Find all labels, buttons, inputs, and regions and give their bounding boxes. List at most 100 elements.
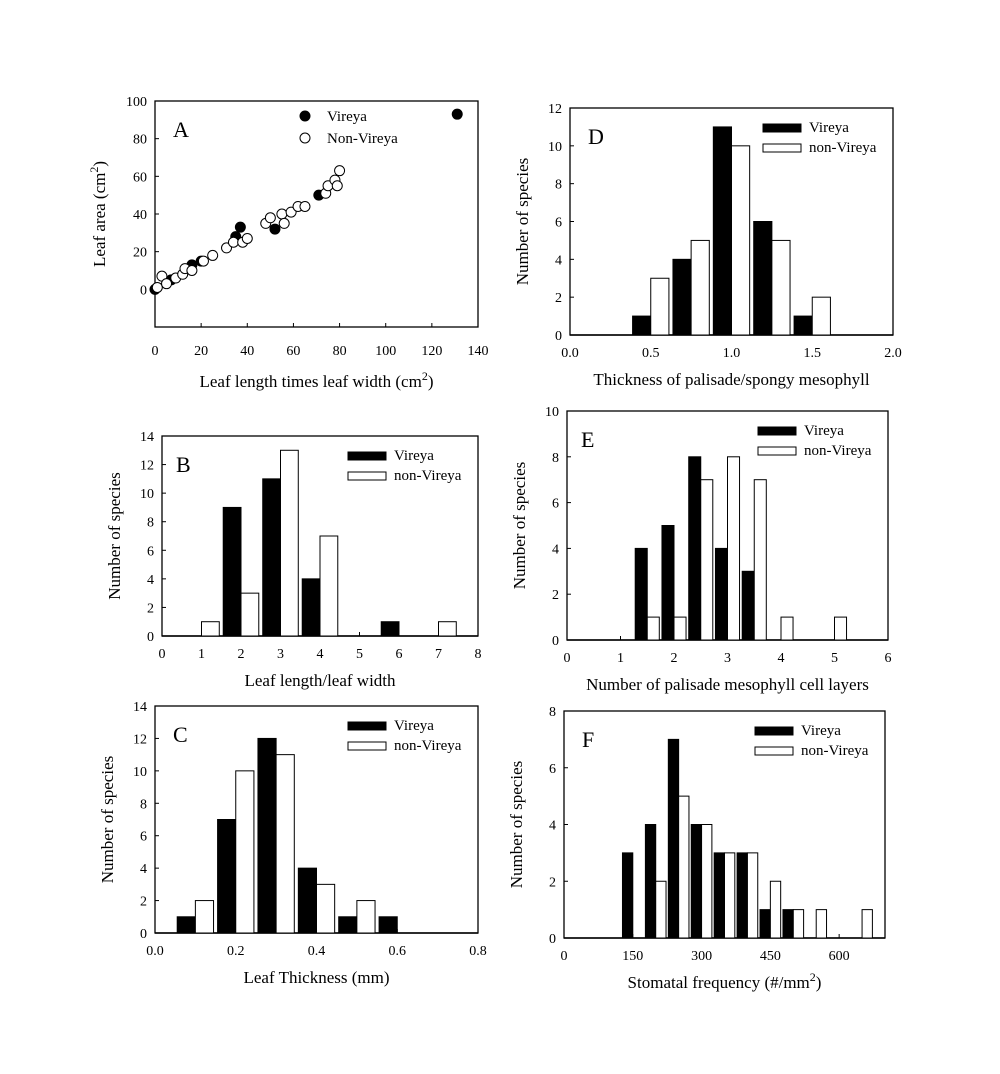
- point-vireya: [451, 108, 463, 120]
- bar-non-vireya: [769, 880, 782, 939]
- bar-non-vireya: [771, 239, 791, 336]
- legend-swatch: [757, 426, 797, 436]
- point-non-vireya: [151, 281, 163, 293]
- legend-marker: [299, 110, 311, 122]
- y-tick-label: 2: [147, 601, 154, 616]
- y-tick-label: 8: [549, 705, 556, 720]
- x-tick-label: 7: [435, 647, 442, 662]
- bar-vireya: [672, 258, 692, 336]
- bar-non-vireya: [316, 883, 336, 934]
- y-tick-label: 10: [548, 140, 562, 155]
- x-tick-label: 0.8: [469, 944, 487, 959]
- point-non-vireya: [227, 236, 239, 248]
- bar-vireya: [688, 456, 702, 641]
- legend-label: Vireya: [801, 723, 841, 739]
- bar-non-vireya: [701, 824, 713, 939]
- y-tick-label: 0: [140, 927, 147, 942]
- legend-swatch: [762, 143, 802, 153]
- x-axis-label: Leaf Thickness (mm): [243, 968, 389, 987]
- y-axis-label: Number of species: [510, 462, 529, 589]
- x-tick-label: 0.0: [146, 944, 164, 959]
- y-axis-label: Number of species: [105, 472, 124, 599]
- legend-swatch: [347, 471, 387, 481]
- y-tick-label: 8: [147, 516, 154, 531]
- panel-letter: C: [173, 722, 188, 747]
- y-tick-label: 6: [555, 216, 562, 231]
- y-axis-label: Number of species: [98, 756, 117, 883]
- plot-frame: [154, 100, 479, 328]
- y-tick-label: 20: [133, 246, 147, 261]
- bar-vireya: [338, 916, 358, 934]
- bar-vireya: [378, 916, 398, 934]
- bar-non-vireya: [319, 535, 339, 637]
- bar-non-vireya: [678, 795, 690, 939]
- bar-non-vireya: [280, 449, 299, 637]
- y-tick-label: 8: [555, 178, 562, 193]
- bar-vireya: [217, 819, 237, 934]
- point-non-vireya: [264, 212, 276, 224]
- y-axis-label: Leaf area (cm2): [87, 161, 109, 267]
- y-tick-label: 0: [147, 630, 154, 645]
- x-tick-label: 0: [561, 949, 568, 964]
- bar-non-vireya: [356, 900, 376, 934]
- legend-label: Vireya: [809, 120, 849, 136]
- bar-non-vireya: [731, 145, 751, 336]
- x-tick-label: 5: [831, 651, 838, 666]
- x-tick-label: 1.5: [804, 346, 822, 361]
- legend-swatch: [347, 741, 387, 751]
- x-tick-label: 6: [396, 647, 403, 662]
- bar-vireya: [301, 578, 321, 637]
- bar-vireya: [712, 126, 732, 336]
- bar-non-vireya: [746, 852, 759, 939]
- bar-non-vireya: [700, 479, 714, 641]
- bar-vireya: [176, 916, 196, 934]
- x-tick-label: 1.0: [723, 346, 741, 361]
- x-tick-label: 4: [317, 647, 324, 662]
- bar-non-vireya: [275, 754, 295, 934]
- panel-F: F 0 150 300 450 600 0 2 4 6 8 Stomatal frequency (#…: [507, 705, 886, 992]
- y-tick-label: 8: [140, 797, 147, 812]
- y-tick-label: 10: [133, 765, 147, 780]
- panel-D: D 0.0 0.5 1.0 1.5 2.0 0 2 4 6 8 10 12 Thickness of pa…: [513, 102, 902, 389]
- point-non-vireya: [186, 265, 198, 276]
- y-tick-label: 4: [147, 573, 154, 588]
- x-tick-label: 1: [617, 651, 624, 666]
- y-tick-label: 2: [555, 291, 562, 306]
- x-tick-label: 450: [760, 949, 781, 964]
- bar-vireya: [741, 570, 755, 641]
- x-tick-label: 300: [691, 949, 712, 964]
- x-tick-label: 2: [671, 651, 678, 666]
- bar-non-vireya: [201, 621, 220, 637]
- y-tick-label: 10: [140, 487, 154, 502]
- bar-non-vireya: [646, 616, 660, 641]
- x-tick-label: 3: [724, 651, 731, 666]
- y-tick-label: 2: [549, 875, 556, 890]
- panel-letter: A: [173, 117, 189, 142]
- x-tick-label: 0.4: [308, 944, 326, 959]
- bar-non-vireya: [235, 770, 255, 934]
- x-axis-label: Leaf length times leaf width (cm2): [199, 369, 433, 391]
- bar-non-vireya: [834, 616, 848, 641]
- legend-label: Vireya: [804, 423, 844, 439]
- bar-non-vireya: [724, 852, 736, 939]
- bar-non-vireya: [792, 909, 805, 939]
- bar-non-vireya: [673, 616, 687, 641]
- x-tick-label: 120: [421, 344, 442, 359]
- x-tick-label: 0: [159, 647, 166, 662]
- x-tick-label: 0.2: [227, 944, 245, 959]
- bar-vireya: [713, 852, 725, 939]
- y-tick-label: 6: [147, 544, 154, 559]
- x-tick-label: 0.5: [642, 346, 660, 361]
- panel-letter: B: [176, 452, 191, 477]
- y-tick-label: 4: [549, 819, 556, 834]
- x-tick-label: 140: [468, 344, 489, 359]
- bar-vireya: [621, 852, 634, 939]
- point-vireya: [269, 223, 281, 235]
- y-axis-label: Number of species: [507, 761, 526, 888]
- bar-vireya: [222, 506, 242, 637]
- bar-non-vireya: [753, 479, 767, 641]
- bar-vireya: [257, 737, 277, 934]
- panel-letter: F: [582, 727, 594, 752]
